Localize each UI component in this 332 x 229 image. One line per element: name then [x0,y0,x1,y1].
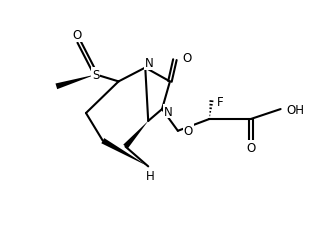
Text: N: N [145,57,154,70]
Polygon shape [55,75,96,90]
Text: O: O [72,29,82,42]
Text: O: O [184,125,193,138]
Text: O: O [246,142,256,154]
Text: F: F [217,95,224,108]
Text: H: H [146,169,155,182]
Text: N: N [164,105,172,118]
Text: OH: OH [287,103,304,116]
Polygon shape [101,139,148,167]
Text: S: S [92,69,100,82]
Text: O: O [183,52,192,65]
Polygon shape [123,121,148,149]
